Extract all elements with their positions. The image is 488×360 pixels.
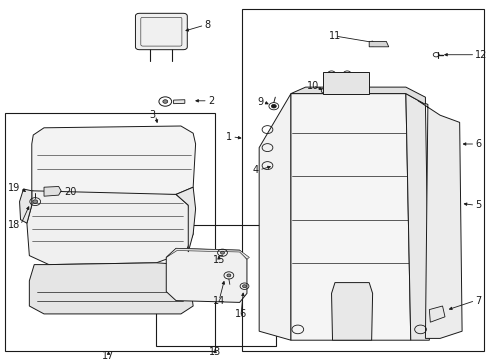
- Polygon shape: [331, 283, 372, 340]
- Polygon shape: [405, 94, 428, 340]
- FancyBboxPatch shape: [322, 72, 368, 94]
- FancyBboxPatch shape: [135, 13, 187, 50]
- Polygon shape: [27, 191, 193, 265]
- Circle shape: [163, 100, 167, 103]
- Text: 20: 20: [64, 186, 77, 197]
- Polygon shape: [166, 248, 246, 302]
- Bar: [156, 225, 276, 346]
- Polygon shape: [166, 248, 249, 259]
- Text: 16: 16: [234, 309, 247, 319]
- Text: 3: 3: [149, 110, 155, 120]
- Polygon shape: [173, 100, 184, 104]
- Circle shape: [220, 251, 224, 254]
- Bar: [242, 9, 483, 351]
- Circle shape: [242, 285, 246, 288]
- Polygon shape: [368, 41, 388, 47]
- Polygon shape: [32, 126, 195, 198]
- Circle shape: [226, 274, 230, 277]
- Polygon shape: [20, 189, 32, 223]
- Text: 9: 9: [256, 96, 263, 107]
- Text: 6: 6: [474, 139, 481, 149]
- Polygon shape: [176, 187, 195, 252]
- Text: 14: 14: [212, 296, 225, 306]
- Text: 8: 8: [204, 20, 210, 30]
- Text: 1: 1: [225, 132, 232, 142]
- Polygon shape: [417, 101, 461, 338]
- Text: 19: 19: [8, 183, 20, 193]
- Text: 2: 2: [207, 96, 214, 106]
- Circle shape: [33, 200, 38, 203]
- Polygon shape: [290, 87, 425, 104]
- Bar: [5, 113, 215, 351]
- Text: 5: 5: [474, 200, 481, 210]
- Polygon shape: [428, 306, 444, 322]
- Polygon shape: [290, 94, 410, 340]
- Polygon shape: [44, 186, 61, 196]
- Text: 12: 12: [474, 50, 487, 60]
- Text: 18: 18: [8, 220, 20, 230]
- Circle shape: [369, 42, 374, 46]
- Text: 10: 10: [306, 81, 319, 91]
- Polygon shape: [259, 94, 290, 340]
- Text: 17: 17: [102, 351, 115, 360]
- Circle shape: [271, 104, 276, 108]
- Text: 11: 11: [328, 31, 341, 41]
- Polygon shape: [29, 263, 193, 314]
- Text: 13: 13: [208, 347, 221, 357]
- Text: 4: 4: [252, 165, 259, 175]
- Text: 7: 7: [474, 296, 481, 306]
- Text: 15: 15: [212, 255, 225, 265]
